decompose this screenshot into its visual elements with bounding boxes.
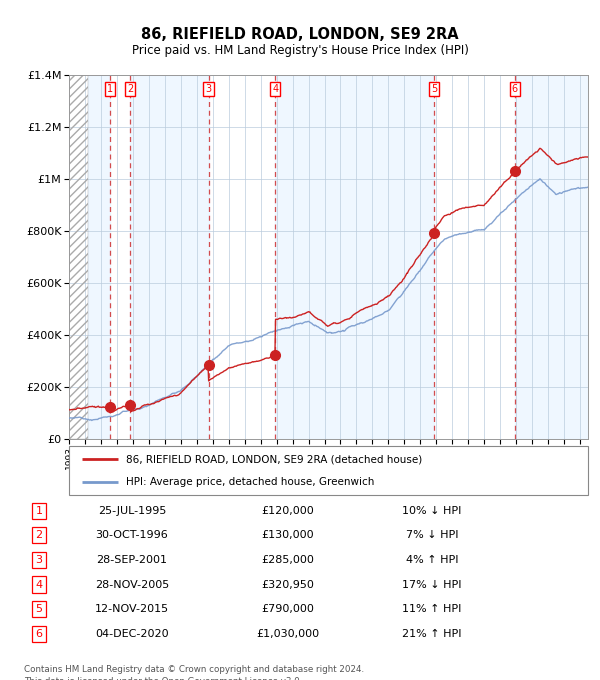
Text: 10% ↓ HPI: 10% ↓ HPI [403,506,461,515]
Text: £320,950: £320,950 [262,579,314,590]
Text: 04-DEC-2020: 04-DEC-2020 [95,629,169,639]
Text: 5: 5 [431,84,437,94]
FancyBboxPatch shape [69,446,588,495]
Text: 1: 1 [107,84,113,94]
Text: 5: 5 [35,604,43,614]
Text: 25-JUL-1995: 25-JUL-1995 [98,506,166,515]
Text: 17% ↓ HPI: 17% ↓ HPI [402,579,462,590]
Text: 30-OCT-1996: 30-OCT-1996 [95,530,169,541]
Text: Contains HM Land Registry data © Crown copyright and database right 2024.
This d: Contains HM Land Registry data © Crown c… [24,665,364,680]
Text: 2: 2 [127,84,133,94]
Text: £1,030,000: £1,030,000 [256,629,320,639]
Text: £130,000: £130,000 [262,530,314,541]
Bar [515,75,588,439]
Text: 86, RIEFIELD ROAD, LONDON, SE9 2RA (detached house): 86, RIEFIELD ROAD, LONDON, SE9 2RA (deta… [126,454,422,464]
Text: £790,000: £790,000 [262,604,314,614]
Bar [69,75,88,439]
Text: 1: 1 [35,506,43,515]
Text: 3: 3 [35,555,43,565]
Text: 4% ↑ HPI: 4% ↑ HPI [406,555,458,565]
Text: 28-NOV-2005: 28-NOV-2005 [95,579,169,590]
Text: 4: 4 [272,84,278,94]
Text: 12-NOV-2015: 12-NOV-2015 [95,604,169,614]
Text: Price paid vs. HM Land Registry's House Price Index (HPI): Price paid vs. HM Land Registry's House … [131,44,469,57]
Bar [88,75,110,439]
Text: £285,000: £285,000 [262,555,314,565]
Bar [275,75,434,439]
Text: 6: 6 [512,84,518,94]
Text: 86, RIEFIELD ROAD, LONDON, SE9 2RA: 86, RIEFIELD ROAD, LONDON, SE9 2RA [141,27,459,42]
Text: £120,000: £120,000 [262,506,314,515]
Text: 7% ↓ HPI: 7% ↓ HPI [406,530,458,541]
Text: 11% ↑ HPI: 11% ↑ HPI [403,604,461,614]
Text: 28-SEP-2001: 28-SEP-2001 [97,555,167,565]
Text: HPI: Average price, detached house, Greenwich: HPI: Average price, detached house, Gree… [126,477,374,487]
Text: 21% ↑ HPI: 21% ↑ HPI [402,629,462,639]
Text: 6: 6 [35,629,43,639]
Text: 3: 3 [206,84,212,94]
Text: 4: 4 [35,579,43,590]
Bar [130,75,209,439]
Text: 2: 2 [35,530,43,541]
